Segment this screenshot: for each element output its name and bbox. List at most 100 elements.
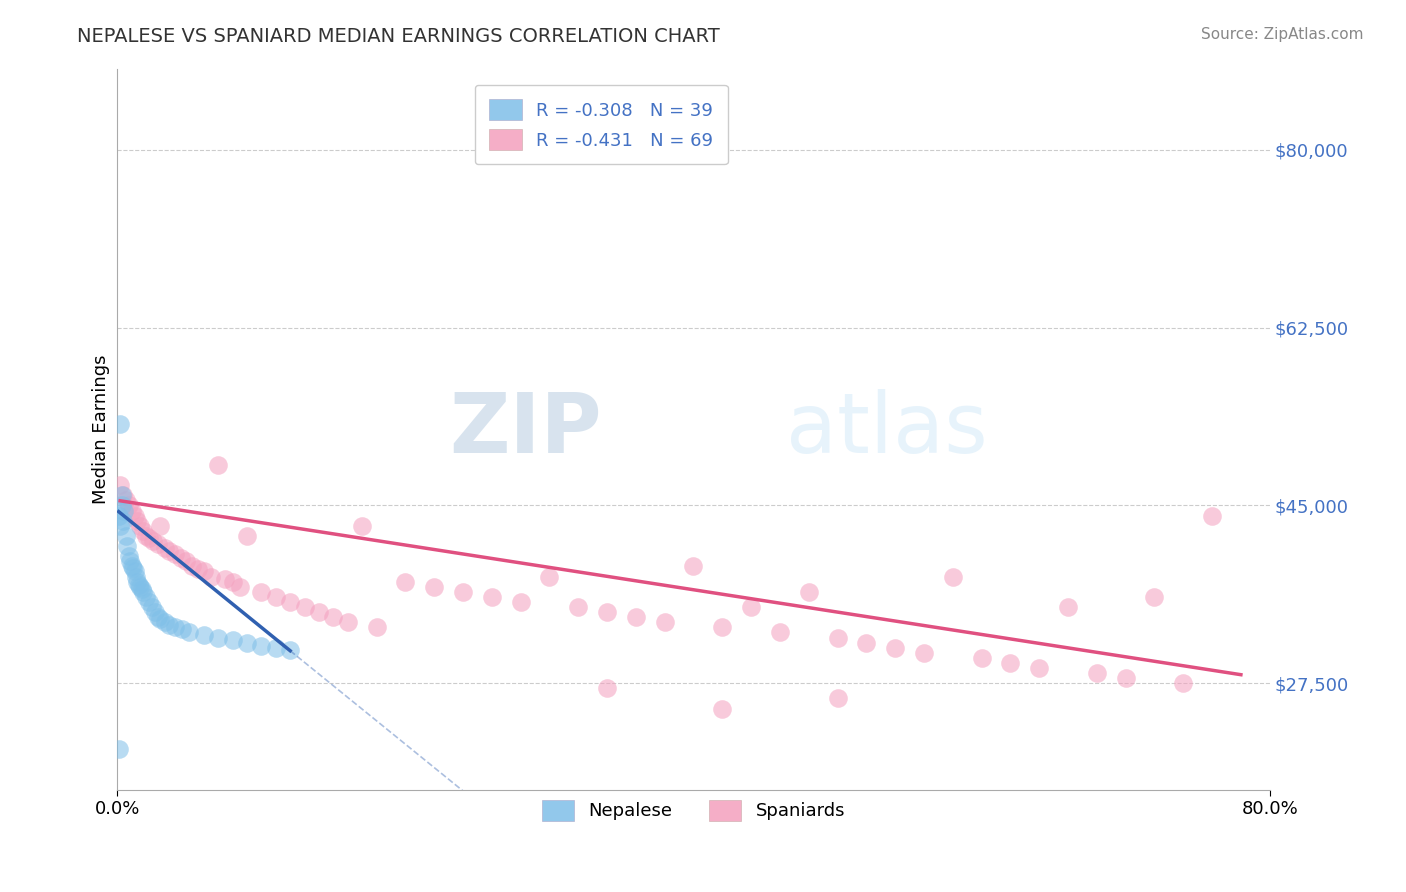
- Point: [149, 612, 172, 626]
- Point: [107, 508, 129, 523]
- Point: [138, 595, 160, 609]
- Point: [827, 631, 849, 645]
- Point: [884, 640, 907, 655]
- Point: [132, 584, 155, 599]
- Point: [138, 531, 160, 545]
- Point: [740, 600, 762, 615]
- Point: [112, 514, 135, 528]
- Point: [827, 691, 849, 706]
- Point: [352, 518, 374, 533]
- Point: [855, 635, 877, 649]
- Point: [264, 640, 287, 655]
- Point: [153, 541, 176, 555]
- Point: [1173, 676, 1195, 690]
- Point: [1143, 590, 1166, 604]
- Point: [107, 742, 129, 756]
- Point: [146, 610, 169, 624]
- Point: [131, 582, 153, 596]
- Point: [157, 544, 180, 558]
- Point: [567, 600, 589, 615]
- Text: Source: ZipAtlas.com: Source: ZipAtlas.com: [1201, 27, 1364, 42]
- Point: [187, 562, 209, 576]
- Point: [970, 650, 993, 665]
- Point: [451, 584, 474, 599]
- Point: [149, 518, 172, 533]
- Point: [127, 514, 149, 528]
- Point: [121, 503, 143, 517]
- Point: [394, 574, 416, 589]
- Point: [711, 620, 734, 634]
- Point: [124, 508, 146, 523]
- Point: [115, 493, 138, 508]
- Point: [122, 561, 145, 575]
- Point: [172, 623, 194, 637]
- Point: [228, 580, 250, 594]
- Point: [596, 605, 619, 619]
- Point: [221, 574, 243, 589]
- Point: [322, 610, 344, 624]
- Point: [135, 529, 157, 543]
- Text: ZIP: ZIP: [449, 389, 602, 470]
- Point: [179, 625, 201, 640]
- Point: [108, 417, 131, 431]
- Point: [118, 549, 141, 564]
- Point: [278, 642, 301, 657]
- Point: [142, 533, 165, 548]
- Point: [121, 559, 143, 574]
- Point: [538, 569, 561, 583]
- Point: [654, 615, 676, 630]
- Point: [1057, 600, 1080, 615]
- Point: [141, 600, 163, 615]
- Point: [193, 628, 215, 642]
- Point: [264, 590, 287, 604]
- Point: [163, 547, 186, 561]
- Point: [236, 529, 259, 543]
- Point: [509, 595, 531, 609]
- Point: [112, 488, 135, 502]
- Point: [682, 559, 704, 574]
- Point: [108, 478, 131, 492]
- Point: [423, 580, 446, 594]
- Point: [596, 681, 619, 696]
- Point: [1201, 508, 1223, 523]
- Point: [110, 488, 132, 502]
- Point: [308, 605, 330, 619]
- Point: [250, 584, 273, 599]
- Point: [110, 499, 132, 513]
- Point: [912, 646, 935, 660]
- Point: [294, 600, 316, 615]
- Point: [117, 539, 139, 553]
- Point: [207, 458, 229, 472]
- Point: [200, 569, 222, 583]
- Point: [132, 524, 155, 538]
- Point: [120, 554, 142, 568]
- Point: [176, 554, 198, 568]
- Text: NEPALESE VS SPANIARD MEDIAN EARNINGS CORRELATION CHART: NEPALESE VS SPANIARD MEDIAN EARNINGS COR…: [77, 27, 720, 45]
- Point: [797, 584, 820, 599]
- Y-axis label: Median Earnings: Median Earnings: [93, 354, 110, 504]
- Point: [1028, 661, 1050, 675]
- Point: [236, 635, 259, 649]
- Point: [135, 590, 157, 604]
- Point: [207, 631, 229, 645]
- Point: [118, 499, 141, 513]
- Legend: Nepalese, Spaniards: Nepalese, Spaniards: [527, 785, 859, 835]
- Point: [1000, 656, 1022, 670]
- Point: [128, 577, 150, 591]
- Point: [942, 569, 965, 583]
- Point: [125, 569, 148, 583]
- Point: [157, 618, 180, 632]
- Point: [114, 503, 136, 517]
- Point: [115, 529, 138, 543]
- Point: [127, 574, 149, 589]
- Point: [624, 610, 647, 624]
- Text: atlas: atlas: [786, 389, 987, 470]
- Point: [108, 518, 131, 533]
- Point: [278, 595, 301, 609]
- Point: [129, 518, 152, 533]
- Point: [143, 605, 166, 619]
- Point: [153, 615, 176, 630]
- Point: [146, 537, 169, 551]
- Point: [250, 639, 273, 653]
- Point: [214, 572, 236, 586]
